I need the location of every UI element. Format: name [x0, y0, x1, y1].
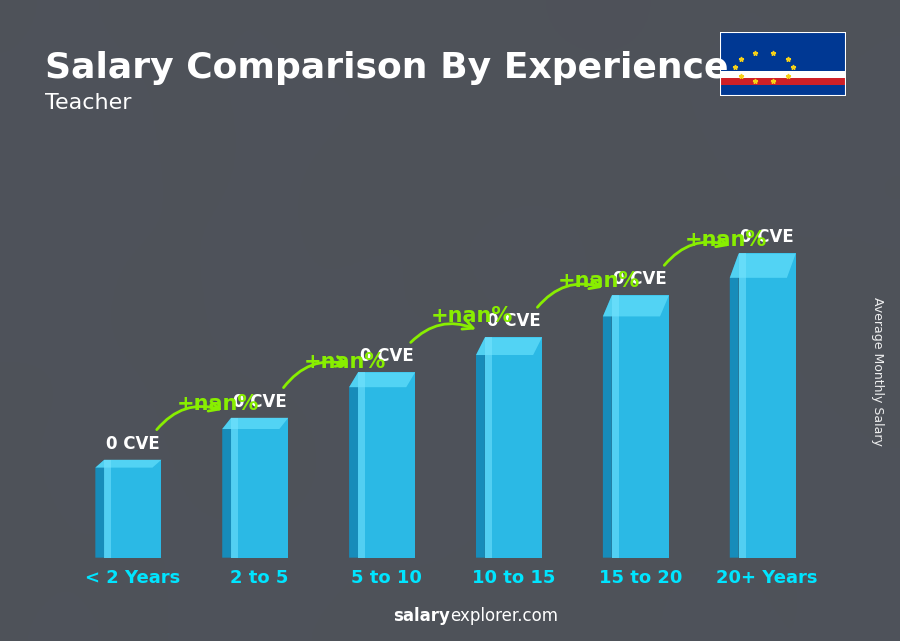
Text: 0 CVE: 0 CVE — [233, 393, 286, 411]
Polygon shape — [476, 337, 542, 355]
Bar — [231, 418, 238, 558]
Text: +nan%: +nan% — [558, 271, 640, 292]
Polygon shape — [730, 253, 796, 278]
Bar — [720, 85, 846, 96]
Bar — [358, 372, 365, 558]
Bar — [739, 253, 796, 558]
Text: 0 CVE: 0 CVE — [360, 347, 413, 365]
Text: salary: salary — [393, 607, 450, 625]
Text: Teacher: Teacher — [45, 93, 131, 113]
Text: 0 CVE: 0 CVE — [741, 228, 794, 247]
Bar — [104, 460, 111, 558]
Polygon shape — [222, 418, 288, 429]
Bar — [720, 78, 846, 85]
Bar — [485, 337, 491, 558]
Polygon shape — [95, 460, 104, 558]
Polygon shape — [222, 418, 231, 558]
Bar — [720, 32, 846, 71]
Polygon shape — [95, 460, 161, 467]
Polygon shape — [349, 372, 358, 558]
Text: 0 CVE: 0 CVE — [614, 271, 667, 288]
Polygon shape — [476, 337, 485, 558]
Bar — [612, 296, 618, 558]
Bar — [739, 253, 745, 558]
Text: +nan%: +nan% — [304, 352, 386, 372]
Polygon shape — [603, 296, 612, 558]
Text: +nan%: +nan% — [685, 229, 767, 249]
Bar — [720, 71, 846, 78]
Text: Average Monthly Salary: Average Monthly Salary — [871, 297, 884, 446]
Polygon shape — [730, 253, 739, 558]
Bar — [104, 460, 161, 558]
Bar — [231, 418, 288, 558]
Polygon shape — [603, 296, 669, 317]
Bar — [485, 337, 542, 558]
Text: 0 CVE: 0 CVE — [487, 312, 540, 330]
Polygon shape — [349, 372, 415, 387]
Bar — [612, 296, 669, 558]
Bar — [358, 372, 415, 558]
Text: +nan%: +nan% — [177, 394, 259, 414]
Text: 0 CVE: 0 CVE — [106, 435, 159, 453]
Text: +nan%: +nan% — [431, 306, 513, 326]
Text: explorer.com: explorer.com — [450, 607, 558, 625]
Text: Salary Comparison By Experience: Salary Comparison By Experience — [45, 51, 728, 85]
